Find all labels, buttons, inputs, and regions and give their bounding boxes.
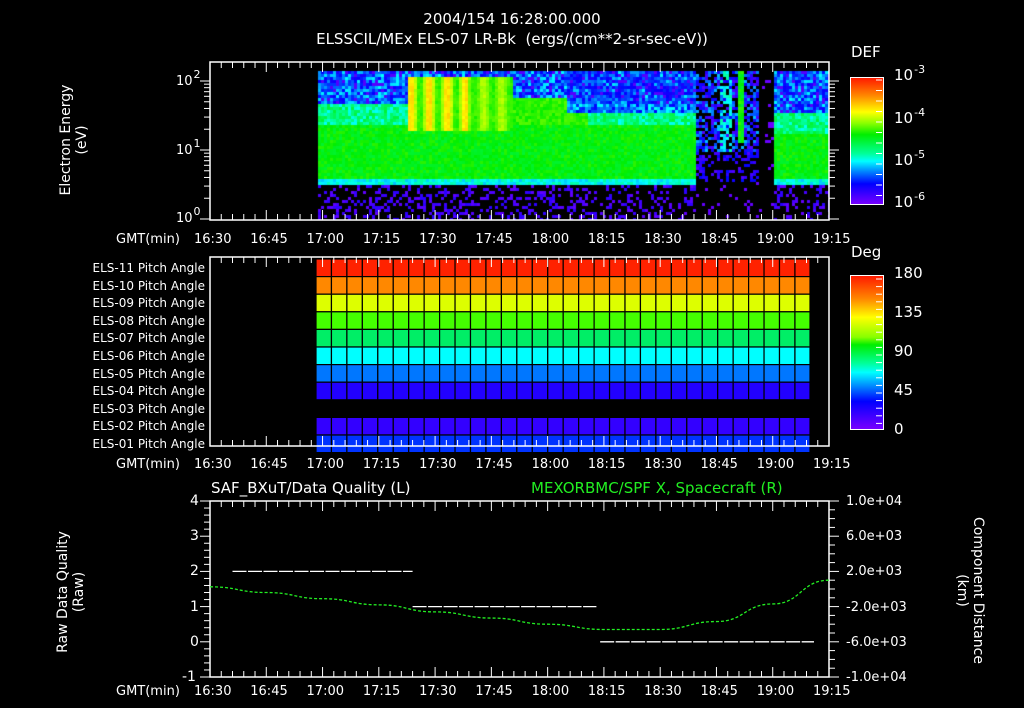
time-tick-label: 16:45 xyxy=(250,684,288,699)
time-tick-label: 18:00 xyxy=(531,457,570,472)
def-colorbar-label: DEF xyxy=(851,43,881,61)
time-tick-label: 17:30 xyxy=(419,232,457,247)
time-tick-label: 19:15 xyxy=(813,684,851,699)
deg-colorbar-label: Deg xyxy=(851,243,882,261)
def-colorbar xyxy=(850,77,884,205)
time-tick-label: 17:45 xyxy=(475,232,513,247)
energy-tick-1: 100 xyxy=(176,205,201,226)
spacecraft-x-title: MEXORBMC/SPF X, Spacecraft (R) xyxy=(531,479,783,497)
pitch-angle-row-label: ELS-05 Pitch Angle xyxy=(92,366,205,381)
time-tick-label: 18:15 xyxy=(587,684,626,699)
data-quality-tick: -1 xyxy=(182,669,196,685)
time-tick-label: 16:30 xyxy=(194,457,232,472)
time-tick-label: 18:45 xyxy=(700,232,738,247)
plot-title: ELSSCIL/MEx ELS-07 LR-Bk (ergs/(cm**2-sr… xyxy=(316,30,708,48)
time-tick-label: 17:00 xyxy=(306,684,344,699)
time-axis-label: GMT(min) xyxy=(116,684,180,699)
time-tick-label: 16:30 xyxy=(194,684,232,699)
time-axis-label: GMT(min) xyxy=(116,232,180,247)
time-tick-label: 17:15 xyxy=(362,457,401,472)
data-quality-title: SAF_BXuT/Data Quality (L) xyxy=(211,479,411,497)
time-tick-label: 19:15 xyxy=(813,232,851,247)
energy-tick-100: 102 xyxy=(176,68,201,89)
time-tick-label: 17:45 xyxy=(475,684,513,699)
data-quality-tick: 3 xyxy=(190,528,199,545)
time-tick-label: 17:15 xyxy=(362,684,401,699)
energy-spectrogram xyxy=(210,62,829,220)
time-tick-label: 19:00 xyxy=(756,684,795,699)
time-tick-label: 17:00 xyxy=(306,457,344,472)
time-tick-label: 16:45 xyxy=(250,232,288,247)
time-tick-label: 19:00 xyxy=(756,232,795,247)
def-tick-1e-4: 10-4 xyxy=(894,106,926,127)
time-tick-label: 16:30 xyxy=(194,232,232,247)
pitch-angle-row-label: ELS-03 Pitch Angle xyxy=(92,401,205,416)
pitch-angle-row-label: ELS-11 Pitch Angle xyxy=(92,261,205,275)
time-tick-label: 18:00 xyxy=(531,684,570,699)
deg-tick-90: 90 xyxy=(894,342,914,360)
deg-tick-45: 45 xyxy=(894,381,914,399)
energy-tick-10: 101 xyxy=(176,137,201,158)
data-quality-tick: 0 xyxy=(190,633,199,650)
data-quality-tick: 2 xyxy=(190,563,199,580)
pitch-angle-row-label: ELS-06 Pitch Angle xyxy=(92,349,205,363)
pitch-angle-row-label: ELS-08 Pitch Angle xyxy=(92,313,205,328)
distance-tick: -1.0e+04 xyxy=(846,670,907,685)
pitch-angle-row-label: ELS-01 Pitch Angle xyxy=(92,437,205,451)
plot-timestamp: 2004/154 16:28:00.000 xyxy=(423,10,601,28)
time-tick-label: 18:30 xyxy=(644,232,682,247)
time-tick-label: 18:30 xyxy=(644,684,682,699)
time-tick-label: 17:00 xyxy=(306,232,344,247)
distance-tick: -2.0e+03 xyxy=(846,599,907,615)
distance-tick: -6.0e+03 xyxy=(846,634,907,650)
def-tick-1e-6: 10-6 xyxy=(894,190,926,211)
time-tick-label: 18:00 xyxy=(531,232,570,247)
time-tick-label: 19:00 xyxy=(756,457,795,472)
distance-tick: 2.0e+03 xyxy=(846,564,903,580)
def-tick-1e-5: 10-5 xyxy=(894,148,926,169)
time-tick-label: 18:45 xyxy=(700,457,738,472)
time-tick-label: 18:45 xyxy=(700,684,738,699)
time-tick-label: 17:30 xyxy=(419,457,457,472)
time-tick-label: 16:45 xyxy=(250,457,288,472)
deg-colorbar xyxy=(850,275,884,430)
pitch-angle-row-label: ELS-07 Pitch Angle xyxy=(92,331,205,346)
distance-tick: 6.0e+03 xyxy=(846,529,903,545)
time-tick-label: 19:15 xyxy=(813,457,851,472)
def-tick-1e-3: 10-3 xyxy=(894,63,926,84)
time-tick-label: 17:45 xyxy=(475,457,513,472)
deg-tick-180: 180 xyxy=(894,264,923,282)
time-axis-label: GMT(min) xyxy=(116,457,180,472)
deg-tick-135: 135 xyxy=(894,303,923,321)
time-tick-label: 18:15 xyxy=(587,457,626,472)
data-quality-tick: 4 xyxy=(190,493,199,509)
time-tick-label: 18:15 xyxy=(587,232,626,247)
deg-tick-0: 0 xyxy=(894,420,904,438)
data-quality-tick: 1 xyxy=(190,598,199,615)
time-tick-label: 18:30 xyxy=(644,457,682,472)
time-tick-label: 17:30 xyxy=(419,684,457,699)
time-tick-label: 17:15 xyxy=(362,232,401,247)
distance-tick: 1.0e+04 xyxy=(846,494,903,509)
pitch-angle-row-label: ELS-04 Pitch Angle xyxy=(92,384,205,399)
pitch-angle-row-label: ELS-02 Pitch Angle xyxy=(92,419,205,434)
pitch-angle-row-label: ELS-09 Pitch Angle xyxy=(92,296,205,311)
pitch-angle-row-label: ELS-10 Pitch Angle xyxy=(92,278,205,293)
